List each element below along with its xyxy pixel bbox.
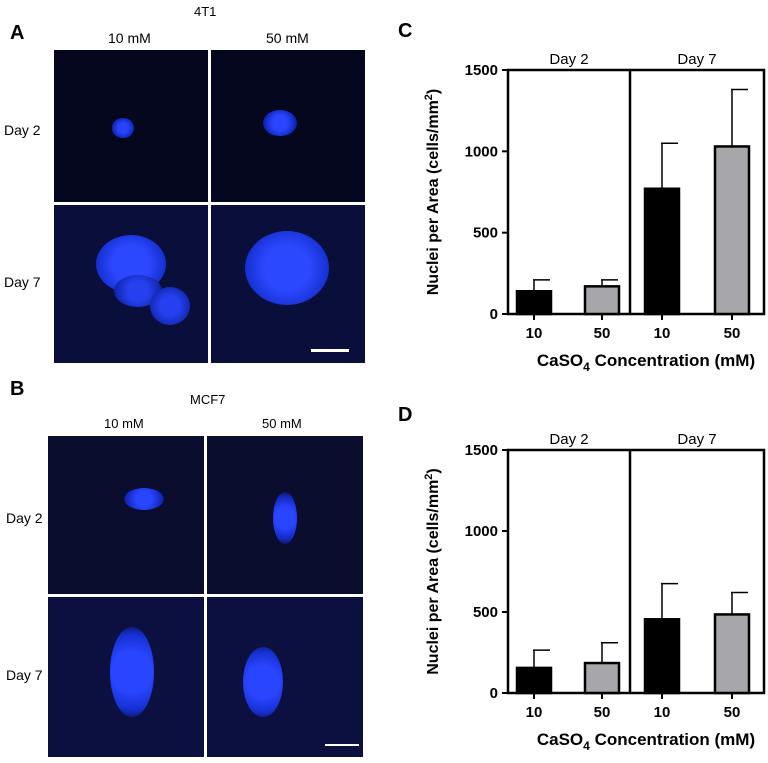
panel-b-col-label-10: 10 mM xyxy=(104,416,144,431)
plot-frame xyxy=(506,448,766,695)
y-axis-label: Nuclei per Area (cells/mm2) xyxy=(423,89,442,296)
micrograph-4t1-day2-10mm xyxy=(54,50,208,202)
panel-a-cell-line: 4T1 xyxy=(194,4,217,19)
x-tick-label: 50 xyxy=(724,325,741,342)
panel-d-letter: D xyxy=(398,404,413,426)
y-tick-label: 1500 xyxy=(465,62,498,79)
plot-frame xyxy=(506,68,766,316)
panel-b-cell-line: MCF7 xyxy=(190,392,226,407)
panel-a-letter: A xyxy=(10,22,25,44)
group-label: Day 7 xyxy=(677,431,716,448)
micrograph-mcf7-day2-10mm xyxy=(48,436,204,594)
panel-b-col-label-50: 50 mM xyxy=(262,416,302,431)
panel-a-row-label-day7: Day 7 xyxy=(4,274,41,290)
scale-bar xyxy=(311,349,349,352)
panel-b-row-label-day7: Day 7 xyxy=(6,667,43,683)
y-tick-label: 1500 xyxy=(465,442,498,459)
x-tick-label: 10 xyxy=(526,704,543,721)
scale-bar xyxy=(325,744,359,746)
bar-day7-50mm xyxy=(713,145,751,316)
bar-day2-50mm xyxy=(583,661,621,695)
bar-day2-10mm xyxy=(515,289,553,316)
group-label: Day 2 xyxy=(549,51,588,68)
panel-b-row-label-day2: Day 2 xyxy=(6,510,43,526)
x-tick-label: 10 xyxy=(654,325,671,342)
x-tick-label: 10 xyxy=(526,325,543,342)
y-tick-label: 0 xyxy=(490,685,498,702)
x-tick-label: 50 xyxy=(724,704,741,721)
panel-a-row-label-day2: Day 2 xyxy=(4,122,41,138)
bar-day2-10mm xyxy=(515,666,553,695)
chart-d: Day 2 Day 7 0 500 1000 1500 Nuclei per Area (c… xyxy=(423,431,766,753)
y-tick-label: 500 xyxy=(473,604,498,621)
x-tick-label: 50 xyxy=(594,325,611,342)
panel-a-col-label-50: 50 mM xyxy=(266,30,309,46)
x-axis-label: CaSO4 Concentration (mM) xyxy=(537,351,755,374)
micrograph-4t1-day7-50mm xyxy=(211,205,365,363)
bar-day7-10mm xyxy=(643,187,681,316)
panel-b-letter: B xyxy=(10,378,25,400)
panel-c-letter: C xyxy=(398,20,413,42)
y-tick-label: 1000 xyxy=(465,143,498,160)
chart-c: Day 2 Day 7 0 500 1000 1500 Nuclei per Area (c… xyxy=(423,51,766,374)
micrograph-mcf7-day2-50mm xyxy=(207,436,363,594)
x-tick-label: 50 xyxy=(594,704,611,721)
y-tick-label: 0 xyxy=(490,306,498,323)
y-axis-label: Nuclei per Area (cells/mm2) xyxy=(423,468,442,675)
group-label: Day 7 xyxy=(677,51,716,68)
micrograph-mcf7-day7-10mm xyxy=(48,597,204,757)
group-label: Day 2 xyxy=(549,431,588,448)
x-axis-label: CaSO4 Concentration (mM) xyxy=(537,730,755,753)
bar-day7-10mm xyxy=(643,618,681,695)
y-tick-label: 1000 xyxy=(465,523,498,540)
bar-day2-50mm xyxy=(583,285,621,316)
x-tick-label: 10 xyxy=(654,704,671,721)
micrograph-4t1-day2-50mm xyxy=(211,50,365,202)
micrograph-mcf7-day7-50mm xyxy=(207,597,363,757)
panel-a-col-label-10: 10 mM xyxy=(108,30,151,46)
y-tick-label: 500 xyxy=(473,225,498,242)
micrograph-4t1-day7-10mm xyxy=(54,205,208,363)
bar-day7-50mm xyxy=(713,613,751,695)
